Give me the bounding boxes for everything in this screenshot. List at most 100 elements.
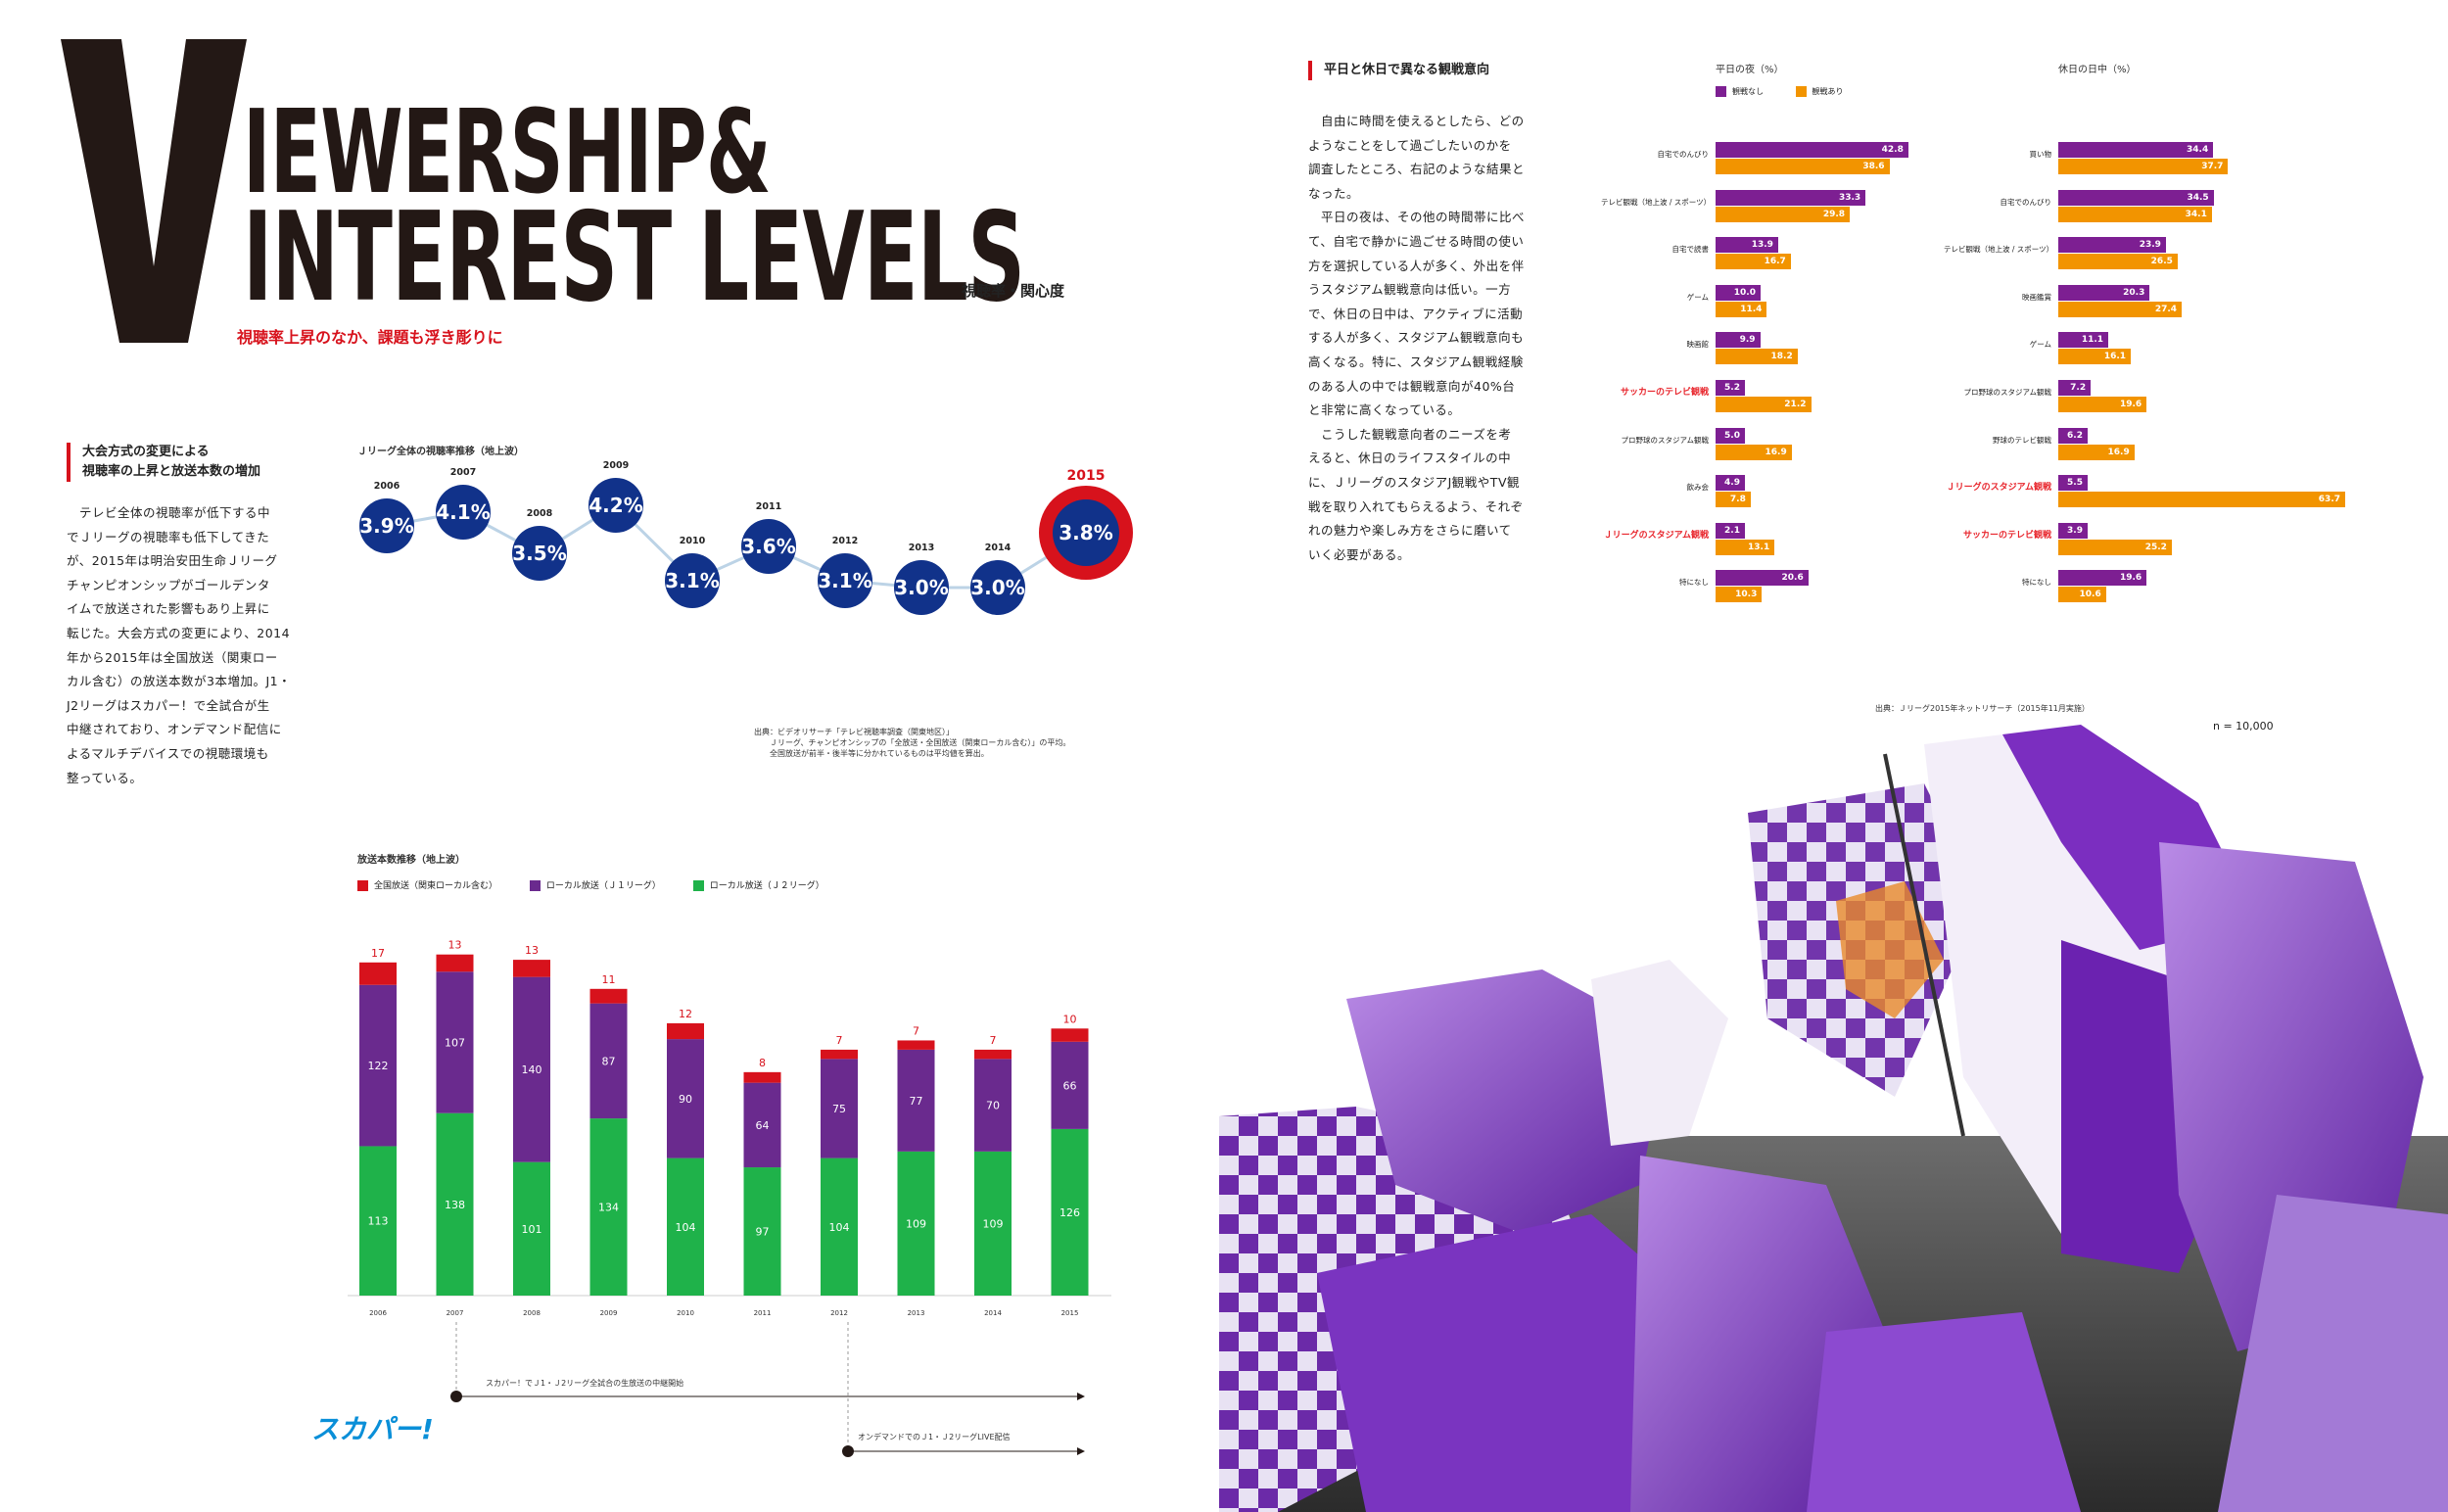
bar-2006-series-1 xyxy=(359,984,397,1147)
bar-year-label: 2011 xyxy=(754,1309,772,1317)
section1-body-line: でＪリーグの視聴率も低下してきた xyxy=(67,529,270,544)
bar-value-label: 87 xyxy=(602,1055,616,1067)
survey-bar-exp: 16.9 xyxy=(1716,444,1792,460)
survey-bar-none: 2.1 xyxy=(1716,522,1745,539)
rating-point-2006: 3.9% xyxy=(359,498,414,553)
rating-year-label: 2012 xyxy=(831,536,859,546)
section2-body-line: いく必要がある。 xyxy=(1308,546,1411,562)
survey-category-label: 飲み会 xyxy=(1686,483,1710,493)
rating-year-label: 2011 xyxy=(755,501,782,512)
rating-source-line: 出典：ビデオリサーチ「テレビ視聴率調査（関東地区）」 xyxy=(754,728,954,736)
section1-heading-line1: 大会方式の変更による xyxy=(82,445,210,459)
supporters-flags-photo xyxy=(1219,725,2448,1512)
section2-body-line: に、ＪリーグのスタジアJ観戦やTV観 xyxy=(1308,474,1520,490)
bar-value-label: 138 xyxy=(445,1199,465,1211)
section1-heading: 大会方式の変更による 視聴率の上昇と放送本数の増加 xyxy=(67,443,260,482)
bar-2008-series-1 xyxy=(513,976,550,1162)
bar-value-label: 134 xyxy=(598,1202,619,1214)
bar-total-label: 7 xyxy=(836,1034,843,1047)
bar-2013-series-1 xyxy=(897,1049,935,1152)
rating-point-2007: 4.1% xyxy=(436,485,491,540)
bar-total-label: 8 xyxy=(759,1057,766,1069)
weekday-chart-title: 平日の夜（%） xyxy=(1716,65,1784,75)
section2-body-line: こうした観戦意向者のニーズを考 xyxy=(1308,426,1512,442)
section2-body-line: 戦を取り入れてもらえるよう、それぞ xyxy=(1308,498,1524,514)
bar-value-label: 107 xyxy=(445,1036,465,1049)
survey-bar-none: 4.9 xyxy=(1716,475,1745,492)
section2-body: 自由に時間を使えるとしたら、どの ようなことをして過ごしたいのかを 調査したところ、… xyxy=(1308,110,1553,567)
rating-point-2015: 3.8% xyxy=(1053,499,1119,566)
survey-bar-none: 6.2 xyxy=(2058,427,2088,444)
bar-2007-series-0 xyxy=(436,1112,474,1296)
bar-value-label: 140 xyxy=(522,1063,542,1076)
bar-total-label: 12 xyxy=(679,1008,692,1020)
bar-2014-series-0 xyxy=(974,1151,1012,1296)
bar-total-label: 11 xyxy=(602,973,616,986)
rating-year-label: 2009 xyxy=(602,460,630,471)
section2-body-line: 自由に時間を使えるとしたら、どの xyxy=(1308,114,1525,128)
survey-bar-none: 19.6 xyxy=(2058,570,2147,587)
section2-body-line: 高くなる。特に、スタジアム観戦経験 xyxy=(1308,354,1524,369)
legend-item-j1: ローカル放送（Ｊ１リーグ） xyxy=(529,880,661,891)
section2-body-line: 調査したところ、右記のような結果と xyxy=(1308,162,1526,177)
survey-category-label: テレビ観戦（地上波 / スポーツ） xyxy=(1944,245,2054,255)
survey-category-label: 映画館 xyxy=(1686,340,1710,350)
survey-bar-exp: 16.9 xyxy=(2058,444,2135,460)
section2-body-line: 方を選択している人が多く、外出を伴 xyxy=(1308,258,1525,273)
bar-value-label: 122 xyxy=(368,1060,389,1072)
survey-bar-exp: 10.6 xyxy=(2058,587,2106,603)
survey-bar-exp: 21.2 xyxy=(1716,397,1812,412)
section2-body-line: で、休日の日中は、アクティブに活動 xyxy=(1308,306,1524,321)
bar-total-label: 17 xyxy=(371,947,385,960)
timeline-label-2: オンデマンドでのＪ1・Ｊ2リーグLIVE配信 xyxy=(858,1433,1011,1441)
section1-body: テレビ全体の視聴率が低下する中 でＪリーグの視聴率も低下してきた が、2015年は明… xyxy=(67,501,331,790)
bar-2011-series-1 xyxy=(743,1082,781,1168)
survey-bar-none: 34.5 xyxy=(2058,189,2214,206)
bar-total-label: 7 xyxy=(913,1024,919,1037)
section2-heading: 平日と休日で異なる観戦意向 xyxy=(1308,61,1489,80)
bar-2009-series-1 xyxy=(589,1003,628,1119)
bar-2008-series-0 xyxy=(513,1161,550,1296)
survey-category-label: 自宅で読書 xyxy=(1671,245,1710,255)
survey-bar-none: 5.2 xyxy=(1716,380,1745,396)
bar-2007-series-2 xyxy=(436,954,474,972)
rating-chart-title: Ｊリーグ全体の視聴率推移（地上波） xyxy=(357,447,524,457)
bar-2011-series-2 xyxy=(743,1071,781,1083)
survey-bar-exp: 19.6 xyxy=(2058,397,2147,412)
rating-year-label: 2015 xyxy=(1066,468,1106,484)
rating-year-label: 2006 xyxy=(373,481,400,492)
survey-bar-none: 3.9 xyxy=(2058,522,2088,539)
survey-category-label: 特になし xyxy=(1679,578,1709,588)
bar-2010-series-0 xyxy=(667,1158,704,1296)
survey-category-label: テレビ観戦（地上波 / スポーツ） xyxy=(1601,197,1712,207)
survey-category-label: 自宅でのんびり xyxy=(1657,150,1710,159)
rating-point-2009: 4.2% xyxy=(588,478,643,533)
bar-value-label: 77 xyxy=(910,1095,923,1108)
survey-bar-exp: 26.5 xyxy=(2058,254,2178,270)
survey-bar-exp: 10.3 xyxy=(1716,587,1763,603)
big-v-letter xyxy=(61,39,247,343)
bar-2011-series-0 xyxy=(743,1167,781,1296)
survey-bar-exp: 27.4 xyxy=(2058,301,2183,317)
skyperfect-logo: スカパー! xyxy=(311,1413,434,1445)
bar-2015-series-2 xyxy=(1051,1028,1089,1042)
survey-bar-none: 5.0 xyxy=(1716,427,1745,444)
rating-year-label: 2008 xyxy=(526,508,553,519)
bar-2012-series-2 xyxy=(821,1049,858,1060)
survey-category-label: プロ野球のスタジアム観戦 xyxy=(1621,435,1709,445)
bar-value-label: 90 xyxy=(679,1093,692,1106)
survey-legend: 観戦なし 観戦あり xyxy=(1716,86,1844,97)
survey-bar-exp: 7.8 xyxy=(1716,492,1751,508)
legend-none: 観戦なし xyxy=(1716,86,1764,97)
section2-body-line: ようなことをして過ごしたいのかを xyxy=(1308,137,1512,153)
rating-connector-line xyxy=(386,509,1087,590)
section1-body-line: 転じた。大会方式の変更により、2014 xyxy=(67,625,291,640)
bar-value-label: 97 xyxy=(756,1226,770,1239)
bar-2013-series-2 xyxy=(897,1040,935,1050)
survey-bar-exp: 38.6 xyxy=(1716,159,1890,174)
rating-source-note: 出典：ビデオリサーチ「テレビ視聴率調査（関東地区）」 Ｊリーグ、チャンピオンシッ… xyxy=(754,727,1165,759)
bar-value-label: 64 xyxy=(756,1119,770,1132)
survey-bar-none: 20.6 xyxy=(1716,570,1809,587)
rating-point-2011: 3.6% xyxy=(741,519,796,574)
survey-category-label: 野球のテレビ観戦 xyxy=(1993,435,2051,445)
